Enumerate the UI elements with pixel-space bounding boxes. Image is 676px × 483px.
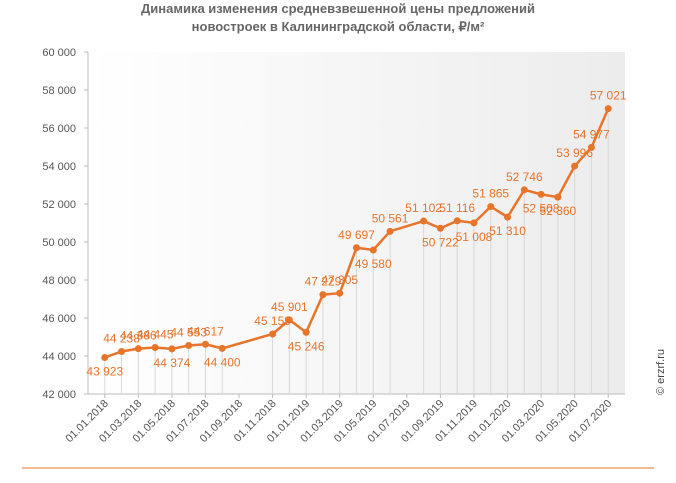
data-point — [285, 316, 293, 324]
data-point — [369, 246, 377, 254]
series-line — [104, 108, 610, 359]
data-point — [504, 213, 512, 221]
data-point — [436, 224, 444, 232]
data-point — [587, 143, 595, 151]
y-tick-label: 44 000 — [42, 351, 76, 363]
data-point — [520, 186, 528, 194]
value-label: 51 116 — [439, 201, 475, 215]
data-point — [185, 341, 193, 349]
value-label: 52 746 — [506, 170, 543, 184]
watermark: © erzrf.ru — [655, 349, 667, 395]
y-tick-label: 58 000 — [42, 85, 76, 97]
value-label: 44 238 — [103, 331, 140, 345]
value-label: 44 445 — [137, 328, 174, 342]
value-label: 47 305 — [321, 273, 358, 287]
chart-title: Динамика изменения средневзвешенной цены… — [141, 1, 535, 16]
value-label: 50 722 — [422, 235, 459, 249]
data-point — [151, 344, 159, 352]
value-label: 51 865 — [472, 187, 509, 201]
y-tick-label: 42 000 — [42, 389, 76, 401]
data-point — [554, 193, 562, 201]
value-label: 52 360 — [540, 204, 577, 218]
value-label: 44 386 — [120, 329, 157, 343]
value-label: 53 996 — [556, 146, 593, 160]
y-tick-label: 54 000 — [42, 161, 76, 173]
value-label: 51 310 — [489, 224, 526, 238]
value-label: 45 159 — [254, 314, 291, 328]
value-label: 44 374 — [154, 356, 191, 370]
data-point — [453, 217, 461, 225]
data-point — [537, 190, 545, 198]
value-label: 44 400 — [204, 355, 241, 369]
value-label: 57 021 — [590, 89, 627, 103]
data-point — [319, 291, 327, 299]
value-label: 51 008 — [456, 230, 493, 244]
data-point — [201, 340, 209, 348]
y-tick-label: 48 000 — [42, 275, 76, 287]
data-point — [420, 217, 428, 225]
data-point — [487, 203, 495, 211]
y-tick-label: 52 000 — [42, 199, 76, 211]
value-label: 47 229 — [305, 275, 342, 289]
data-point — [604, 105, 612, 113]
value-label: 54 977 — [573, 127, 610, 141]
y-tick-label: 46 000 — [42, 313, 76, 325]
data-point — [118, 347, 126, 355]
y-tick-label: 56 000 — [42, 123, 76, 135]
data-point — [353, 244, 360, 252]
value-label: 45 246 — [288, 339, 325, 353]
data-point — [470, 219, 478, 227]
data-point — [386, 227, 394, 235]
data-point — [571, 162, 579, 170]
value-label: 44 553 — [170, 325, 207, 339]
value-label: 45 901 — [271, 300, 308, 314]
chart-title: новостроек в Калининградской области, ₽/… — [192, 19, 485, 34]
value-label: 49 697 — [338, 228, 375, 242]
value-label: 51 102 — [405, 201, 442, 215]
y-tick-label: 50 000 — [42, 237, 76, 249]
data-point — [302, 328, 310, 336]
data-point — [269, 330, 277, 338]
value-label: 44 617 — [187, 324, 224, 338]
data-point — [168, 345, 176, 353]
data-point — [336, 289, 344, 297]
data-point — [134, 345, 142, 353]
value-label: 52 508 — [523, 201, 560, 215]
data-point — [101, 353, 109, 361]
value-label: 43 923 — [86, 364, 123, 378]
value-label: 49 580 — [355, 257, 392, 271]
value-label: 50 561 — [372, 211, 409, 225]
y-tick-label: 60 000 — [42, 47, 76, 59]
data-point — [218, 344, 226, 352]
